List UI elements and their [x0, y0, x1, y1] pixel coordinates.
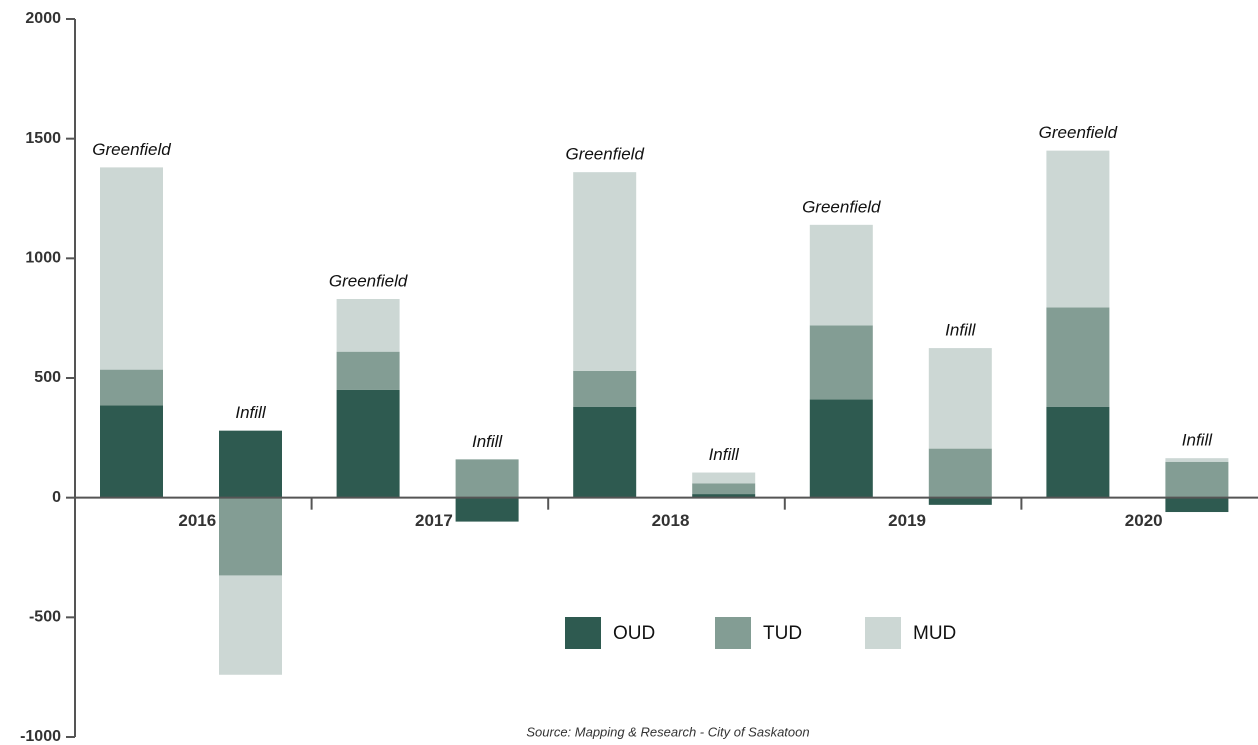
bar-segment: [573, 172, 637, 371]
bar-segment: [100, 405, 163, 498]
bar-segment: [928, 448, 992, 498]
bar-segment: [1046, 150, 1110, 308]
bar-segment: [1046, 307, 1110, 407]
bar-label: Greenfield: [329, 272, 408, 291]
bar-segment: [692, 472, 756, 484]
bar-label: Infill: [945, 321, 976, 340]
bar-segment: [219, 575, 282, 675]
legend-swatch: [715, 617, 751, 649]
x-tick-label: 2017: [415, 511, 453, 530]
bar-segment: [809, 224, 873, 326]
y-tick-label: -500: [29, 609, 61, 626]
bar-label: Greenfield: [565, 145, 644, 164]
bar-segment: [692, 494, 756, 498]
y-tick-label: -1000: [20, 728, 61, 745]
bar-segment: [455, 459, 519, 498]
legend-label: MUD: [913, 623, 956, 644]
x-tick-label: 2019: [888, 511, 926, 530]
bar-label: Infill: [709, 445, 740, 464]
y-tick-label: 1500: [25, 130, 61, 147]
bar-segment: [100, 167, 163, 370]
legend-swatch: [865, 617, 901, 649]
bar-segment: [692, 483, 756, 495]
x-tick-label: 2016: [178, 511, 216, 530]
legend-label: OUD: [613, 623, 655, 644]
bar-segment: [809, 325, 873, 400]
legend-label: TUD: [763, 623, 802, 644]
bar-segment: [928, 348, 992, 449]
bar-segment: [573, 406, 637, 498]
y-tick-label: 500: [34, 369, 61, 386]
bar-segment: [1165, 461, 1229, 498]
x-tick-label: 2020: [1125, 511, 1163, 530]
bar-segment: [219, 497, 282, 576]
legend-swatch: [565, 617, 601, 649]
bar-segment: [573, 370, 637, 407]
bar-label: Greenfield: [802, 197, 881, 216]
y-tick-label: 1000: [25, 250, 61, 267]
bar-segment: [100, 369, 163, 406]
bar-segment: [219, 430, 282, 498]
bar-segment: [809, 399, 873, 498]
source: Source: Mapping & Research - City of Sas…: [526, 724, 809, 739]
bar-segment: [336, 351, 400, 390]
bar-segment: [336, 389, 400, 498]
bar-segment: [1165, 497, 1229, 513]
bar-label: Infill: [1182, 431, 1213, 450]
bar-segment: [336, 299, 400, 352]
x-tick-label: 2018: [652, 511, 690, 530]
bar-label: Greenfield: [92, 140, 171, 159]
bar-segment: [1165, 458, 1229, 462]
bar-label: Greenfield: [1039, 123, 1118, 142]
bar-label: Infill: [472, 432, 503, 451]
bar-segment: [928, 497, 992, 505]
bar-segment: [455, 497, 519, 522]
y-tick-label: 0: [52, 489, 61, 506]
y-tick-label: 2000: [25, 10, 61, 27]
bar-label: Infill: [235, 403, 266, 422]
bar-segment: [1046, 406, 1110, 498]
